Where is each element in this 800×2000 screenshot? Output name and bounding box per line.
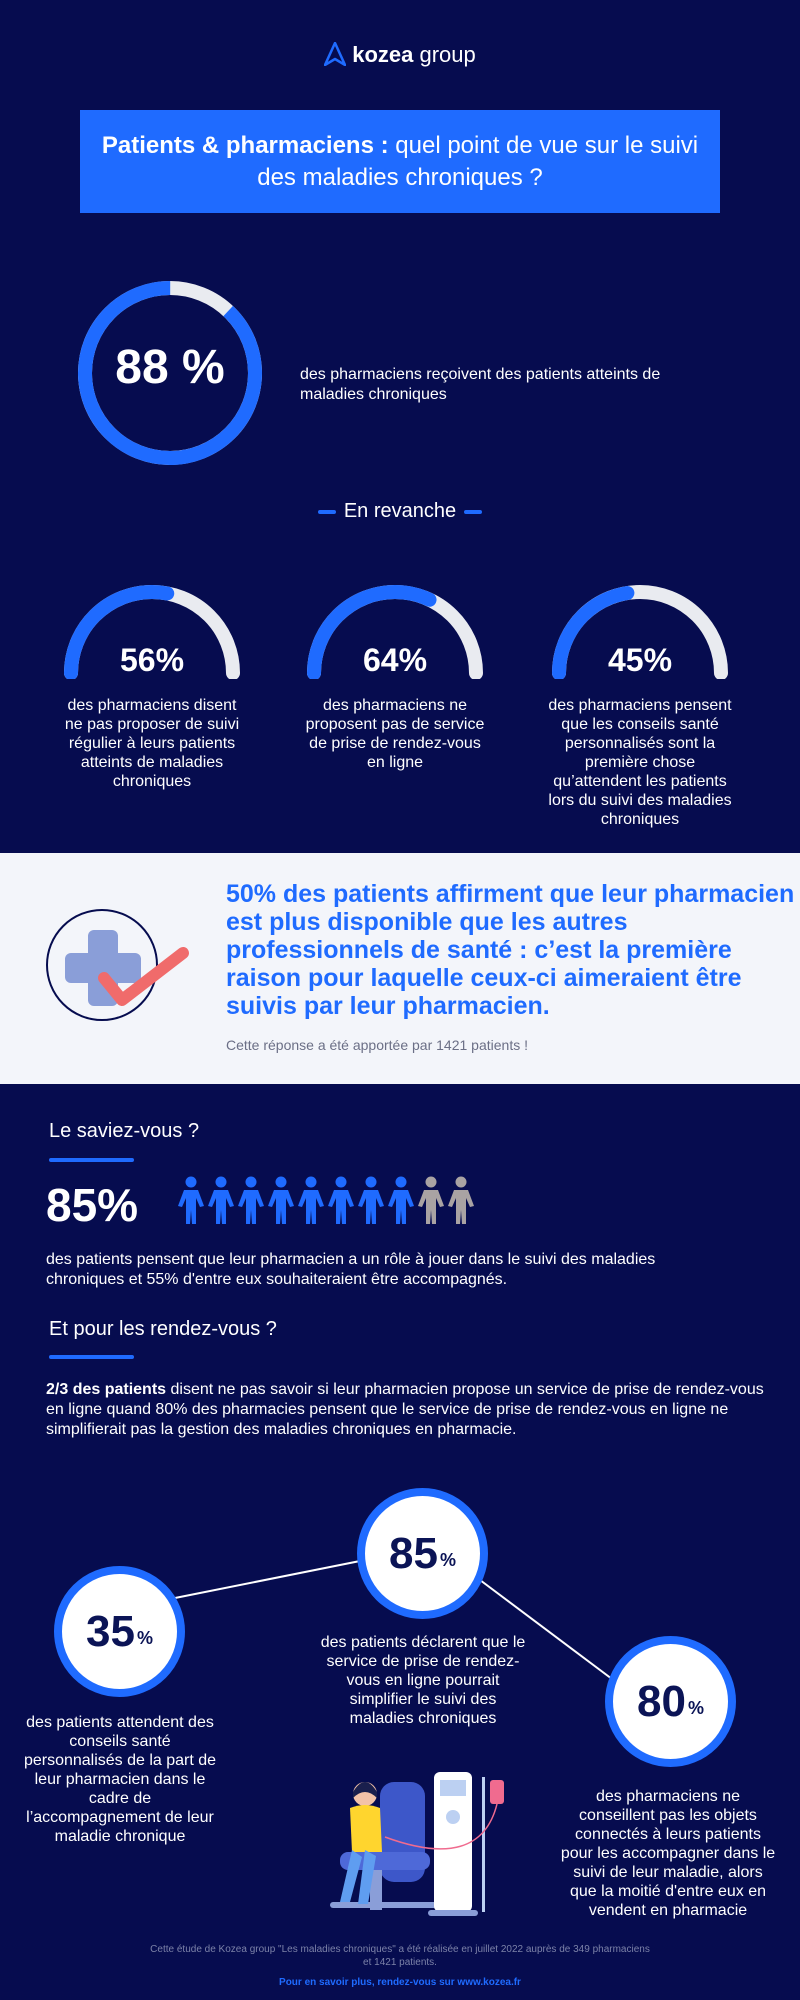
- rdv-title: Et pour les rendez-vous ?: [49, 1318, 277, 1340]
- person-icon: [388, 1176, 414, 1224]
- revanche-label: En revanche: [0, 500, 800, 523]
- gauge-3-percent: 45%: [607, 642, 673, 678]
- rdv-bold: 2/3 des patients: [46, 1381, 167, 1398]
- main-ring-percent: 88 %: [115, 341, 225, 394]
- gauge-1-percent: 56%: [119, 642, 185, 678]
- title-rest: quel point de vue sur le suivi des malad…: [257, 131, 699, 191]
- person-icon: [238, 1176, 264, 1224]
- gauge-2: [307, 585, 483, 679]
- gauge-2-value: [307, 585, 483, 679]
- people-icons: [178, 1176, 474, 1224]
- revanche-text: En revanche: [343, 500, 457, 522]
- kozea-arrow-icon: [323, 41, 347, 67]
- person-icon: [208, 1176, 234, 1224]
- stat-circle-85-unit: %: [439, 1550, 456, 1570]
- person-icon: [268, 1176, 294, 1224]
- person-icon: [298, 1176, 324, 1224]
- stat-85-text: des patients déclarent que le service de…: [320, 1634, 526, 1727]
- main-ring-text: des pharmaciens reçoivent des patients a…: [300, 366, 661, 403]
- connector-lines: [174, 1559, 621, 1686]
- people-pictogram: [176, 1176, 476, 1226]
- patient-dialysis-illustration: [330, 1772, 504, 1916]
- gauge-3-value: [552, 585, 728, 679]
- footer-note: Cette étude de Kozea group "Les maladies…: [150, 1944, 650, 1968]
- main-ring-value: [78, 281, 262, 465]
- main-ring: [78, 281, 262, 465]
- stat-35-text: des patients attendent des conseils sant…: [23, 1714, 217, 1845]
- medical-cross-icon: [46, 909, 189, 1021]
- person-icon: [358, 1176, 384, 1224]
- logo-brand: kozea: [352, 42, 414, 67]
- gauge-3: [552, 585, 728, 679]
- logo: kozea group: [0, 41, 800, 68]
- gauge-1-value: [64, 585, 240, 679]
- stat-circle-80-unit: %: [687, 1698, 704, 1718]
- footer-link[interactable]: Pour en savoir plus, rendez-vous sur www…: [279, 1977, 521, 1988]
- saviez-title: Le saviez-vous ?: [49, 1120, 200, 1142]
- person-icon: [178, 1176, 204, 1224]
- dash-right: [464, 509, 483, 514]
- stat-circle-85-value: 85: [389, 1528, 438, 1578]
- stat-circle-80-value: 80: [637, 1676, 686, 1726]
- stat-circle-80: 80%: [605, 1636, 736, 1767]
- logo-suffix: group: [419, 42, 476, 67]
- stat-80-text: des pharmaciens ne conseillent pas les o…: [560, 1788, 776, 1919]
- title-banner: Patients & pharmaciens : quel point de v…: [80, 110, 720, 213]
- highlight-note: Cette réponse a été apportée par 1421 pa…: [226, 1037, 528, 1053]
- title-bold: Patients & pharmaciens :: [101, 131, 389, 159]
- gauge-1: [64, 585, 240, 679]
- gauge-3-text: des pharmaciens pensent que les conseils…: [548, 697, 732, 828]
- highlight-headline: 50% des patients affirment que leur phar…: [226, 880, 795, 1020]
- rdv-underline: [49, 1355, 134, 1359]
- rdv-text: 2/3 des patients disent ne pas savoir si…: [46, 1380, 766, 1440]
- saviez-percent: 85%: [46, 1179, 139, 1231]
- saviez-text: des patients pensent que leur pharmacien…: [46, 1251, 656, 1288]
- stat-circle-35-value: 35: [86, 1606, 135, 1656]
- person-icon: [448, 1176, 474, 1224]
- stat-circle-85: 85%: [357, 1488, 488, 1619]
- gauge-2-text: des pharmaciens ne proposent pas de serv…: [305, 697, 485, 771]
- stat-circle-35: 35%: [54, 1566, 185, 1697]
- person-icon: [418, 1176, 444, 1224]
- stat-circle-35-unit: %: [136, 1628, 153, 1648]
- gauge-2-percent: 64%: [362, 642, 428, 678]
- gauge-1-text: des pharmaciens disent ne pas proposer d…: [64, 697, 240, 790]
- page-title: Patients & pharmaciens : quel point de v…: [100, 130, 700, 194]
- rdv-body: disent ne pas savoir si leur pharmacien …: [46, 1381, 764, 1438]
- saviez-underline: [49, 1158, 134, 1162]
- person-icon: [328, 1176, 354, 1224]
- dash-left: [317, 509, 336, 514]
